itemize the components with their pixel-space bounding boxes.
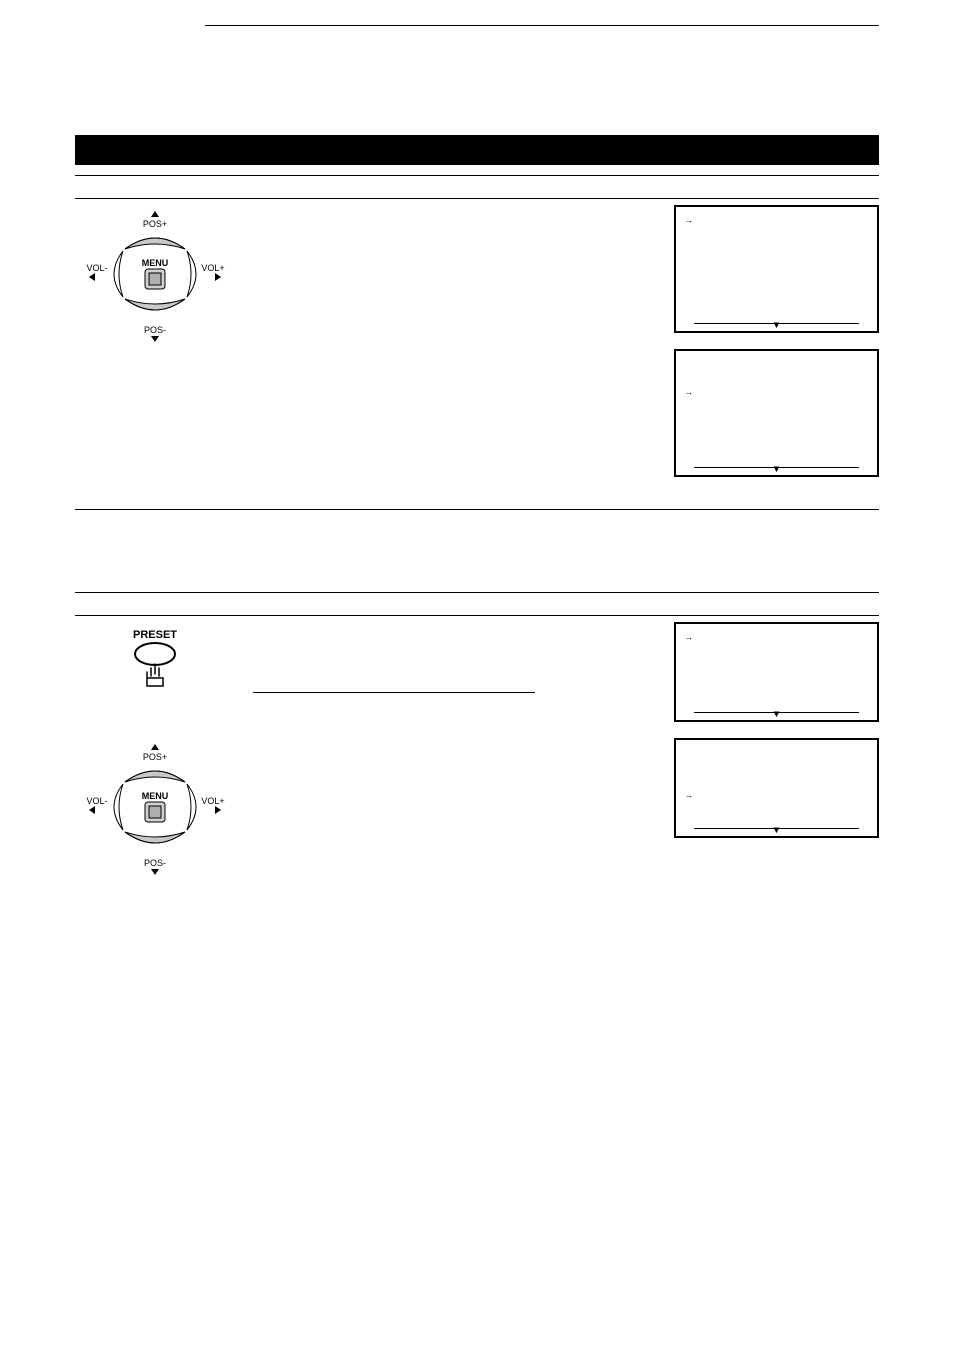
section-banner bbox=[75, 135, 879, 165]
pos-minus-label: POS- bbox=[144, 858, 166, 868]
pos-plus-label: POS+ bbox=[143, 752, 167, 762]
subsection-rule-2 bbox=[75, 198, 879, 199]
osd-slider: ▼ bbox=[686, 712, 867, 716]
pos-plus-label: POS+ bbox=[143, 219, 167, 229]
vol-minus-button[interactable] bbox=[114, 251, 123, 297]
vol-plus-button[interactable] bbox=[187, 251, 196, 297]
vol-plus-label: VOL+ bbox=[201, 263, 224, 273]
osd-slider: ▼ bbox=[686, 828, 867, 832]
osd-screen-2b: → ▼ bbox=[674, 738, 879, 838]
hand-press-icon bbox=[147, 664, 163, 686]
remote-dpad-illustration: POS+ MENU POS- VOL- VOL+ bbox=[75, 742, 235, 882]
subsection2-rule-1 bbox=[75, 592, 879, 593]
header-rule bbox=[205, 25, 879, 26]
step-2b: POS+ MENU POS- VOL- VOL+ → ▼ bbox=[75, 738, 879, 882]
osd-slider: ▼ bbox=[686, 467, 867, 471]
subsection-rule-1 bbox=[75, 175, 879, 176]
remote-dpad-illustration: POS+ MENU POS- VOL- VOL+ bbox=[75, 209, 235, 349]
step-1: POS+ MENU POS- VOL- VOL+ bbox=[75, 205, 879, 493]
preset-button-illustration: PRESET bbox=[115, 626, 195, 696]
menu-label: MENU bbox=[142, 258, 169, 268]
osd-screen-1b: → ▼ bbox=[674, 349, 879, 477]
vol-plus-label: VOL+ bbox=[201, 796, 224, 806]
pos-minus-label: POS- bbox=[144, 325, 166, 335]
osd-slider: ▼ bbox=[686, 323, 867, 327]
osd-screen-1a: → ▼ bbox=[674, 205, 879, 333]
vol-minus-button[interactable] bbox=[114, 784, 123, 830]
subsection2-rule-2 bbox=[75, 615, 879, 616]
vol-minus-label: VOL- bbox=[86, 796, 107, 806]
menu-label: MENU bbox=[142, 791, 169, 801]
vol-plus-button[interactable] bbox=[187, 784, 196, 830]
preset-button[interactable] bbox=[135, 643, 175, 665]
preset-label: PRESET bbox=[133, 629, 177, 641]
osd-screen-2a: → ▼ bbox=[674, 622, 879, 722]
divider-rule bbox=[75, 509, 879, 510]
inner-divider bbox=[253, 692, 535, 693]
step-2a: PRESET → ▼ bbox=[75, 622, 879, 738]
vol-minus-label: VOL- bbox=[86, 263, 107, 273]
